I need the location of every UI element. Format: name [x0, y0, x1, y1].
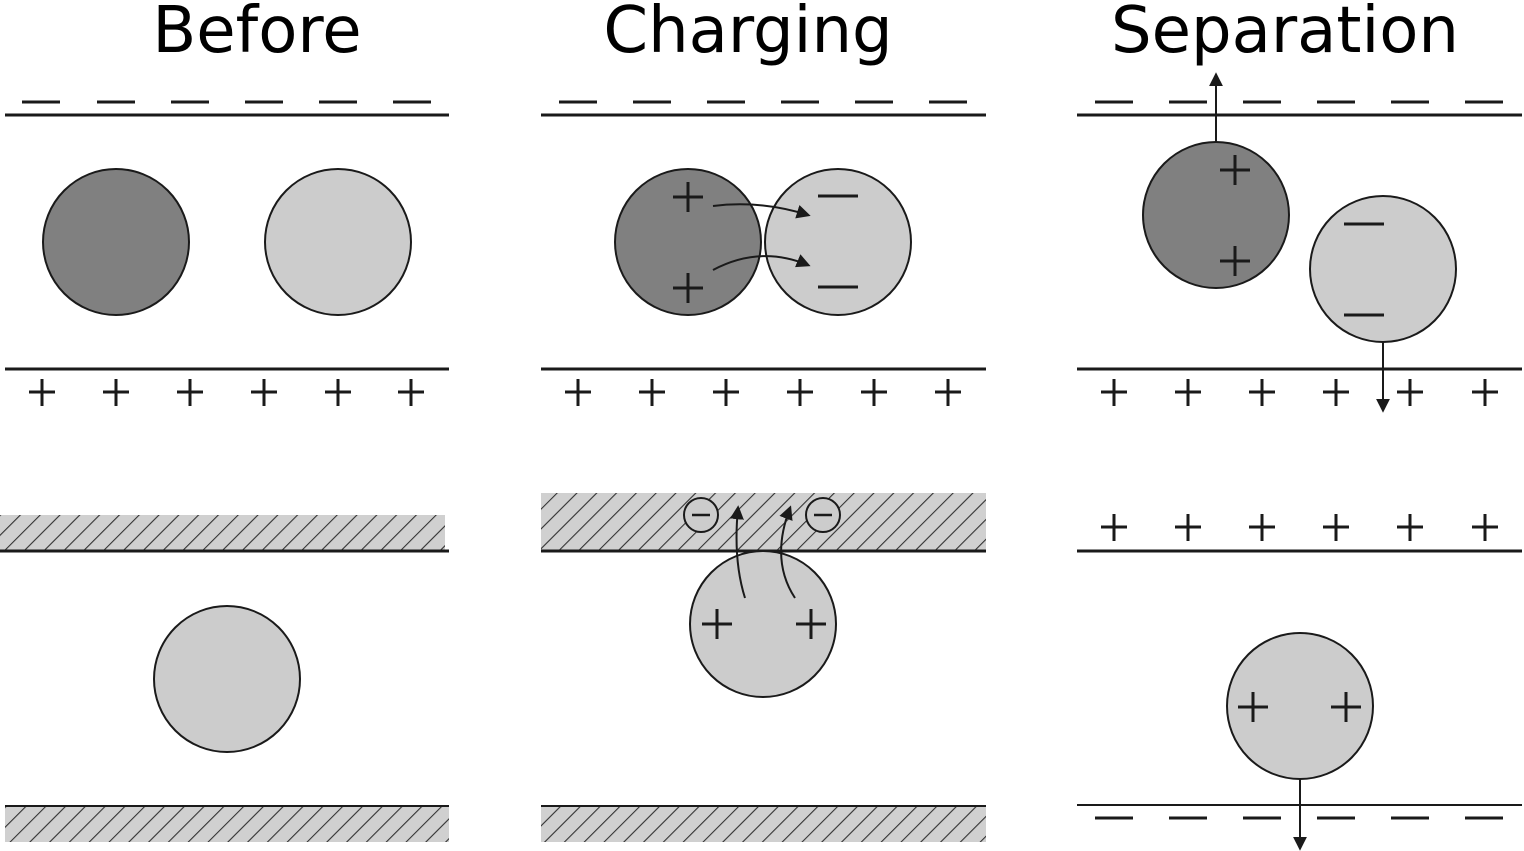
plus-sign — [673, 182, 703, 212]
plus-sign — [1331, 692, 1361, 722]
hatched-plate-upper — [541, 493, 986, 551]
bottom-electrode-separation — [1077, 367, 1522, 406]
transfer-arrow — [712, 254, 811, 271]
light-particle — [1309, 195, 1457, 343]
electron-transfer-arrows — [729, 505, 796, 599]
hatched-plate-upper — [0, 515, 445, 552]
plus-sign — [796, 609, 826, 639]
panel-charging — [541, 100, 986, 842]
plus-sign — [702, 609, 732, 639]
positive-charges-row — [1101, 379, 1498, 406]
charge-transfer-arrows — [712, 203, 811, 271]
light-particle — [264, 168, 412, 316]
panel-before — [0, 100, 449, 842]
charged-plate-lower — [1077, 804, 1522, 820]
top-electrode-charging — [541, 100, 986, 117]
title-before: Before — [152, 0, 361, 68]
positive-charges-row — [1101, 514, 1498, 541]
top-electrode-before — [5, 100, 449, 117]
transfer-arrow — [779, 505, 796, 599]
electron — [805, 497, 841, 533]
plus-sign — [673, 273, 703, 303]
hatched-plate-lower — [541, 805, 986, 842]
title-separation: Separation — [1111, 0, 1459, 68]
transfer-arrow — [729, 505, 746, 599]
hatched-plate-lower — [5, 805, 449, 842]
dark-particle — [42, 168, 190, 316]
particle-charges — [1344, 222, 1384, 317]
dark-particle — [1142, 141, 1290, 289]
particle-charges — [673, 182, 858, 303]
particle-charges — [1238, 692, 1361, 722]
bottom-electrode-before — [5, 367, 449, 406]
positive-charges-row — [29, 379, 424, 406]
transfer-arrow — [712, 203, 811, 219]
top-electrode-separation — [1077, 100, 1522, 117]
plus-sign — [1220, 246, 1250, 276]
electron — [683, 497, 719, 533]
light-particle-lower — [689, 550, 837, 698]
plus-sign — [1220, 155, 1250, 185]
plus-sign — [1238, 692, 1268, 722]
title-charging: Charging — [603, 0, 892, 68]
light-particle — [764, 168, 912, 316]
light-particle-lower — [153, 605, 301, 753]
particle-charges — [1220, 155, 1250, 276]
bottom-electrode-charging — [541, 367, 986, 406]
charged-plate — [1077, 514, 1522, 553]
positive-charges-row — [565, 379, 961, 406]
panel-separation — [1077, 72, 1522, 851]
particle-charges — [702, 609, 826, 639]
